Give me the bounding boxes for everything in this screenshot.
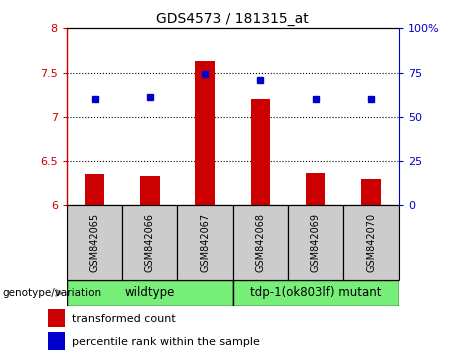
Bar [67, 205, 122, 280]
Text: GSM842070: GSM842070 [366, 213, 376, 272]
Bar [233, 205, 288, 280]
Text: percentile rank within the sample: percentile rank within the sample [72, 337, 260, 347]
Bar [343, 205, 399, 280]
Title: GDS4573 / 181315_at: GDS4573 / 181315_at [156, 12, 309, 26]
Bar [48, 309, 65, 327]
Text: GSM842068: GSM842068 [255, 213, 266, 272]
Bar [306, 172, 325, 205]
Text: transformed count: transformed count [72, 314, 176, 324]
Bar [177, 205, 233, 280]
Bar [48, 332, 65, 350]
Text: GSM842066: GSM842066 [145, 213, 155, 272]
Bar [361, 179, 381, 205]
Bar [251, 99, 270, 205]
Bar [288, 205, 343, 280]
Bar [233, 280, 399, 306]
Text: tdp-1(ok803lf) mutant: tdp-1(ok803lf) mutant [250, 286, 382, 299]
Text: GSM842065: GSM842065 [89, 213, 100, 272]
Bar [122, 205, 177, 280]
Text: wildtype: wildtype [124, 286, 175, 299]
Bar [195, 61, 215, 205]
Bar [140, 176, 160, 205]
Text: GSM842067: GSM842067 [200, 213, 210, 272]
Text: genotype/variation: genotype/variation [2, 288, 101, 298]
Bar [67, 280, 233, 306]
Text: GSM842069: GSM842069 [311, 213, 321, 272]
Bar [85, 175, 104, 205]
